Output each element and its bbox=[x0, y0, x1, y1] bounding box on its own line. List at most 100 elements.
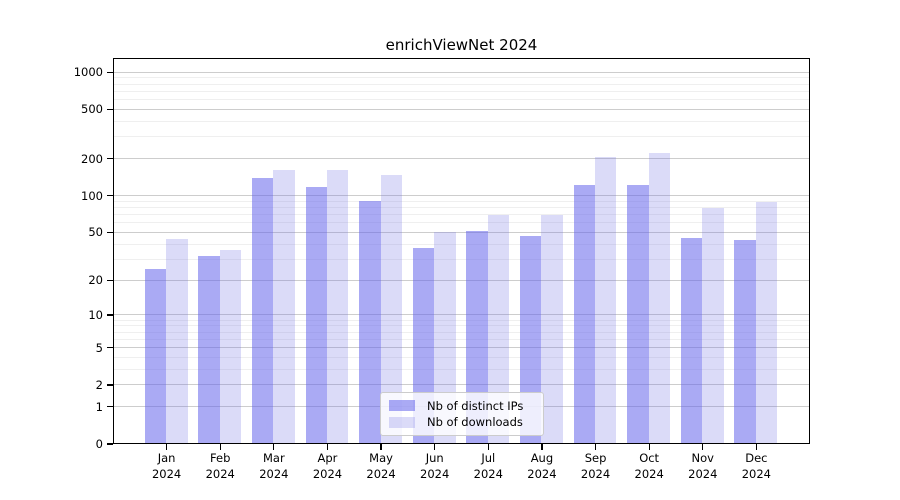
bar-downloads bbox=[380, 175, 402, 444]
bar-distinct-ips bbox=[251, 178, 274, 444]
legend-item-downloads: Nb of downloads bbox=[389, 415, 535, 429]
y-tick-mark bbox=[107, 346, 113, 349]
bar-downloads bbox=[648, 153, 671, 444]
major-gridline bbox=[113, 314, 810, 316]
x-tick-label: Mar 2024 bbox=[259, 451, 289, 481]
bar-downloads bbox=[166, 239, 188, 444]
x-tick-label: Sep 2024 bbox=[580, 451, 611, 481]
y-tick-mark bbox=[107, 157, 113, 160]
x-tick-label: Dec 2024 bbox=[741, 451, 772, 481]
x-tick-label: Apr 2024 bbox=[312, 451, 343, 481]
minor-gridline bbox=[113, 83, 810, 85]
y-tick-label: 20 bbox=[88, 273, 103, 288]
major-gridline bbox=[113, 71, 810, 73]
bar-downloads bbox=[219, 249, 242, 444]
minor-gridline bbox=[113, 136, 810, 138]
x-tick-label: Jan 2024 bbox=[151, 451, 182, 481]
y-tick-mark bbox=[107, 384, 113, 386]
bar-downloads bbox=[487, 214, 510, 444]
major-gridline bbox=[113, 158, 810, 160]
minor-gridline bbox=[113, 319, 810, 321]
x-tick-label: May 2024 bbox=[366, 451, 396, 481]
x-tick-label: Oct 2024 bbox=[634, 451, 664, 481]
major-gridline bbox=[113, 384, 810, 386]
y-tick-mark bbox=[107, 406, 113, 408]
major-gridline bbox=[113, 108, 810, 110]
legend-item-distinct-ips: Nb of distinct IPs bbox=[389, 399, 535, 413]
bar-distinct-ips bbox=[573, 185, 596, 444]
x-tick-mark bbox=[380, 444, 382, 450]
bar-distinct-ips bbox=[680, 237, 703, 444]
minor-gridline bbox=[113, 325, 810, 327]
minor-gridline bbox=[113, 90, 810, 92]
bar-distinct-ips bbox=[305, 186, 327, 444]
y-tick-mark bbox=[107, 195, 113, 197]
x-tick-mark bbox=[273, 444, 275, 450]
bar-distinct-ips bbox=[198, 255, 220, 444]
y-tick-mark bbox=[107, 314, 113, 316]
bar-distinct-ips bbox=[734, 240, 756, 444]
y-tick-label: 2 bbox=[95, 377, 103, 392]
x-tick-mark bbox=[755, 444, 758, 450]
legend-label-downloads: Nb of downloads bbox=[427, 415, 523, 430]
bar-downloads bbox=[541, 214, 563, 444]
bar-distinct-ips bbox=[520, 235, 542, 444]
x-tick-mark bbox=[165, 444, 168, 450]
y-tick-label: 1000 bbox=[73, 65, 103, 80]
plot-area bbox=[113, 58, 810, 444]
x-tick-mark bbox=[326, 444, 329, 450]
x-tick-mark bbox=[648, 444, 650, 450]
minor-gridline bbox=[113, 214, 810, 216]
y-tick-mark bbox=[107, 443, 113, 445]
minor-gridline bbox=[113, 356, 810, 358]
y-tick-mark bbox=[107, 108, 113, 111]
y-tick-label: 0 bbox=[95, 437, 103, 451]
legend-label-distinct-ips: Nb of distinct IPs bbox=[427, 398, 524, 413]
legend: Nb of distinct IPs Nb of downloads bbox=[380, 392, 544, 436]
y-tick-label: 50 bbox=[88, 225, 103, 240]
minor-gridline bbox=[113, 243, 810, 245]
x-tick-mark bbox=[594, 444, 597, 450]
y-tick-mark bbox=[107, 279, 113, 281]
minor-gridline bbox=[113, 120, 810, 122]
chart-title: enrichViewNet 2024 bbox=[385, 36, 538, 54]
minor-gridline bbox=[113, 258, 810, 260]
bar-distinct-ips bbox=[359, 200, 381, 444]
x-tick-label: Nov 2024 bbox=[688, 451, 718, 481]
legend-swatch-distinct-ips bbox=[389, 400, 415, 412]
legend-swatch-downloads bbox=[389, 416, 415, 428]
bar-distinct-ips bbox=[627, 184, 649, 444]
y-tick-label: 100 bbox=[81, 188, 103, 203]
y-tick-label: 500 bbox=[81, 102, 103, 117]
x-tick-label: Feb 2024 bbox=[205, 451, 235, 481]
y-tick-label: 1 bbox=[95, 399, 103, 414]
y-tick-mark bbox=[107, 231, 113, 234]
minor-gridline bbox=[113, 368, 810, 370]
y-tick-label: 200 bbox=[81, 151, 103, 166]
minor-gridline bbox=[113, 338, 810, 340]
minor-gridline bbox=[113, 77, 810, 79]
bar-downloads bbox=[595, 156, 617, 444]
minor-gridline bbox=[113, 200, 810, 202]
bar-downloads bbox=[755, 201, 778, 444]
major-gridline bbox=[113, 279, 810, 281]
bar-downloads bbox=[273, 169, 295, 444]
x-tick-mark bbox=[434, 444, 436, 450]
minor-gridline bbox=[113, 207, 810, 209]
y-tick-label: 5 bbox=[95, 340, 103, 355]
x-tick-mark bbox=[487, 444, 489, 450]
x-tick-label: Jun 2024 bbox=[420, 451, 450, 481]
major-gridline bbox=[113, 347, 810, 349]
minor-gridline bbox=[113, 331, 810, 333]
x-tick-mark bbox=[541, 444, 543, 450]
major-gridline bbox=[113, 231, 810, 233]
y-tick-label: 10 bbox=[88, 307, 103, 322]
bar-distinct-ips bbox=[466, 231, 488, 444]
minor-gridline bbox=[113, 222, 810, 224]
bar-distinct-ips bbox=[144, 268, 167, 444]
major-gridline bbox=[113, 195, 810, 197]
x-tick-label: Jul 2024 bbox=[473, 451, 503, 481]
x-tick-mark bbox=[702, 444, 704, 450]
bar-downloads bbox=[326, 169, 349, 444]
